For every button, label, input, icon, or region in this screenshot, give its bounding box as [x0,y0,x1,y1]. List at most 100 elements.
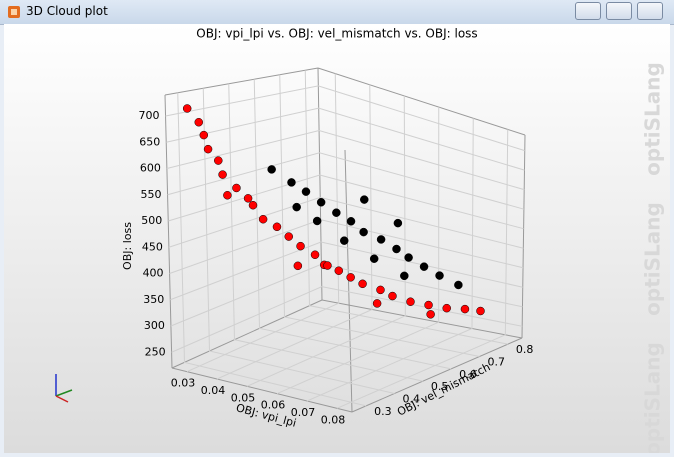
y-tick-label: 0.6 [459,368,477,381]
z-tick-label: 500 [141,214,162,227]
close-button[interactable] [637,2,663,20]
point [248,200,258,210]
point [369,254,379,263]
point [359,227,368,237]
box-edge [521,134,526,339]
point [406,297,415,306]
point [400,271,409,281]
x-tick-label: 0.03 [171,377,196,390]
grid-line [253,79,452,370]
title-bar: 3D Cloud plot [0,0,674,25]
point [301,187,311,196]
y-tick-label: 0.4 [403,393,421,406]
z-tick-label: 350 [143,293,164,306]
grid-line [202,88,395,394]
point [358,279,367,289]
point [392,244,401,254]
watermark: optiSLang [641,202,665,316]
z-tick-label: 550 [141,188,162,201]
z-tick-label: 600 [140,162,161,175]
z-tick-label: 700 [139,109,160,122]
watermark: optiSLang [641,62,665,176]
z-axis-label: OBJ: loss [121,222,134,270]
point [312,216,322,226]
chart-title: OBJ: vpi_lpi vs. OBJ: vel_mismatch vs. O… [196,27,477,41]
watermarks: optiSLang optiSLang optiSLang [641,62,665,453]
box-edge [164,94,173,369]
maximize-button[interactable] [606,2,632,20]
z-tick-label: 650 [139,135,160,148]
point [346,273,355,282]
box-edge [317,67,323,301]
point [376,285,385,295]
chart: OBJ: vpi_lpi vs. OBJ: vel_mismatch vs. O… [4,24,670,453]
box-edge [317,67,526,136]
point [372,299,382,308]
point [334,266,344,275]
point [339,236,349,245]
grid-line [186,73,340,373]
watermark: optiSLang [641,342,665,453]
point [258,214,268,224]
point [435,271,444,280]
grid-line [304,70,508,345]
box-edge [164,67,319,96]
point [287,178,296,187]
point [199,130,209,140]
point [460,304,470,314]
grid-line [167,152,525,210]
point [292,202,301,212]
x-tick-label: 0.06 [261,399,286,412]
grid-line [216,84,373,380]
z-tick-label: 300 [144,319,165,332]
point [293,261,303,271]
point [284,232,293,241]
x-tick-label: 0.04 [201,384,226,397]
point [194,117,203,127]
point [267,165,276,174]
grid-line [246,95,406,387]
point [360,195,369,204]
y-tick-label: 0.5 [431,380,449,393]
app-icon [8,6,20,18]
x-tick-label: 0.05 [231,391,256,404]
point [296,241,305,251]
point [182,104,192,113]
point [419,262,429,271]
grid-line [166,107,525,171]
minimize-button[interactable] [575,2,601,20]
y-tick-label: 0.3 [374,405,392,418]
grid-line [171,286,523,353]
grid-line [170,241,523,301]
x-tick-label: 0.08 [321,413,346,426]
box-edge [171,299,323,369]
grid-line [276,107,440,395]
point [426,310,435,319]
grid-line [279,74,480,357]
plot-background [4,24,670,453]
box-edge [171,367,353,413]
grid-line [168,196,524,249]
point [232,183,241,193]
point [214,156,223,165]
point [272,222,282,232]
grid-line [336,129,509,409]
point [454,280,463,290]
point [316,198,326,207]
point [388,291,397,301]
box-edge [344,149,353,413]
point [243,194,253,203]
grid-line [165,85,525,152]
grid-line [228,83,423,382]
point [218,170,227,179]
point [223,191,232,200]
point [404,253,413,262]
point [203,144,213,154]
y-tick-label: 0.8 [516,343,534,356]
z-tick-label: 400 [143,267,164,280]
point [346,217,356,226]
point [442,303,451,313]
window-title: 3D Cloud plot [26,4,108,18]
point [393,218,403,228]
